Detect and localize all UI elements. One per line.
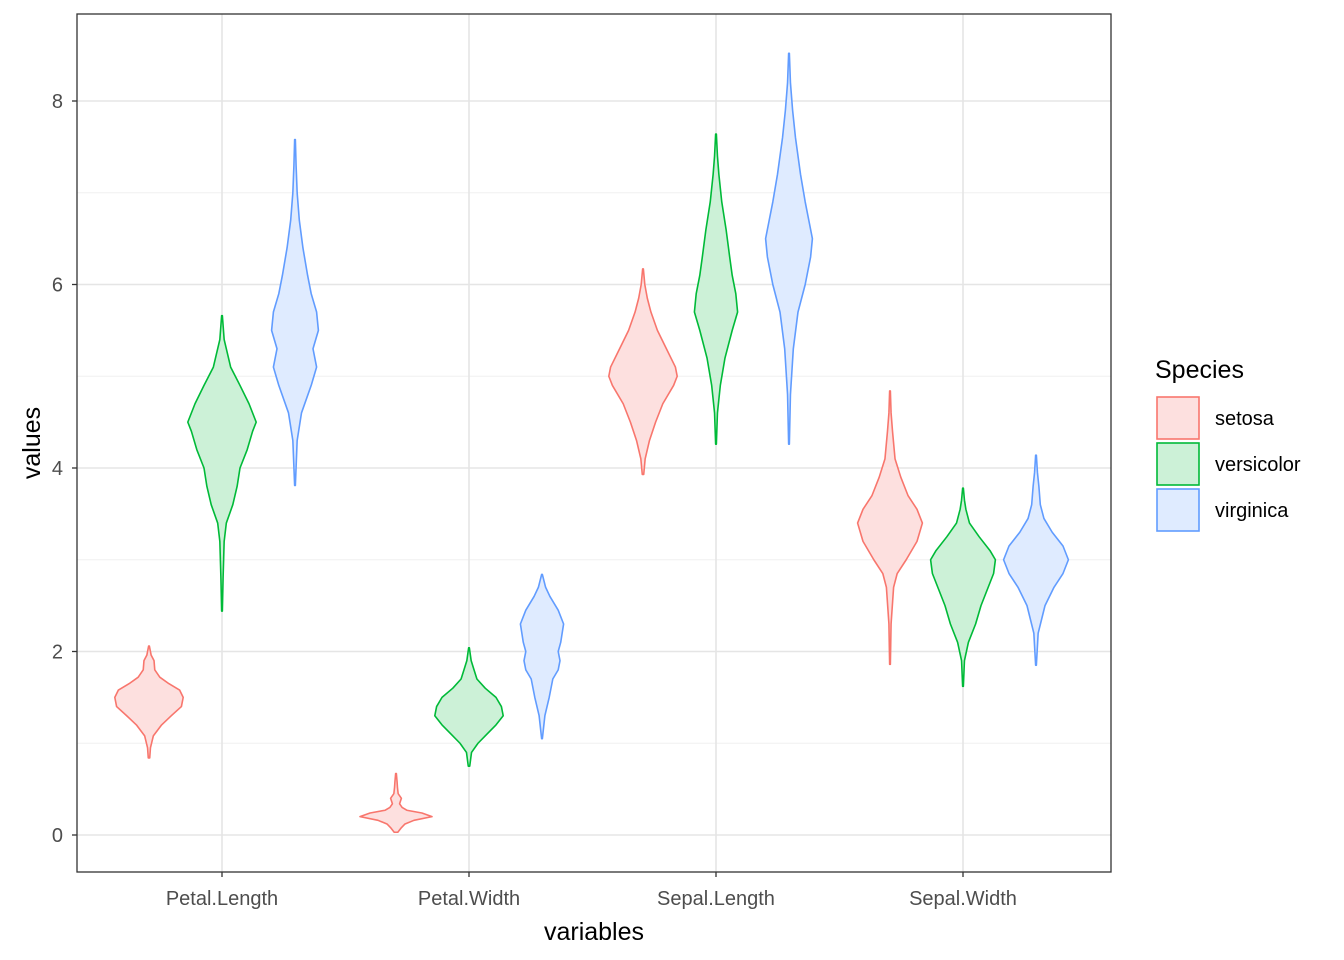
y-tick-label: 4 (52, 458, 63, 480)
violin-virginica-sepal-length (764, 52, 814, 445)
legend-label-versicolor: versicolor (1215, 454, 1301, 476)
legend: Species setosa versicolor virginica (1155, 356, 1301, 532)
y-tick-label: 8 (52, 91, 63, 113)
panel-border (76, 13, 1112, 873)
x-tick-label: Sepal.Length (657, 888, 775, 910)
legend-label-virginica: virginica (1215, 500, 1289, 522)
legend-key-virginica (1156, 488, 1200, 532)
x-tick-label: Petal.Width (418, 888, 520, 910)
y-tick-label: 0 (52, 825, 63, 847)
violin-setosa-sepal-length (608, 268, 678, 476)
legend-key-versicolor (1156, 442, 1200, 486)
violin-setosa-petal-width (359, 772, 433, 834)
x-tick-label: Petal.Length (166, 888, 278, 910)
y-tick-label: 2 (52, 642, 63, 664)
y-tick-label: 6 (52, 275, 63, 297)
x-axis-title: variables (544, 918, 644, 946)
violin-virginica-petal-length (270, 138, 320, 487)
violin-setosa-sepal-width (856, 390, 924, 666)
violin-versicolor-sepal-width (929, 487, 997, 688)
violin-versicolor-sepal-length (693, 133, 739, 445)
violin-versicolor-petal-length (187, 314, 257, 612)
violin-series (114, 52, 1070, 834)
x-tick-label: Sepal.Width (909, 888, 1017, 910)
violin-virginica-petal-width (519, 573, 565, 740)
y-axis-title: values (18, 407, 46, 479)
violin-setosa-petal-length (114, 645, 184, 759)
legend-label-setosa: setosa (1215, 408, 1275, 430)
axes: 0 2 4 6 8 Petal.Length Petal.Width Sepal.Length… (52, 91, 1017, 910)
violin-versicolor-petal-width (434, 647, 504, 767)
violin-virginica-sepal-width (1002, 454, 1070, 667)
legend-title: Species (1155, 356, 1244, 384)
legend-key-setosa (1156, 396, 1200, 440)
